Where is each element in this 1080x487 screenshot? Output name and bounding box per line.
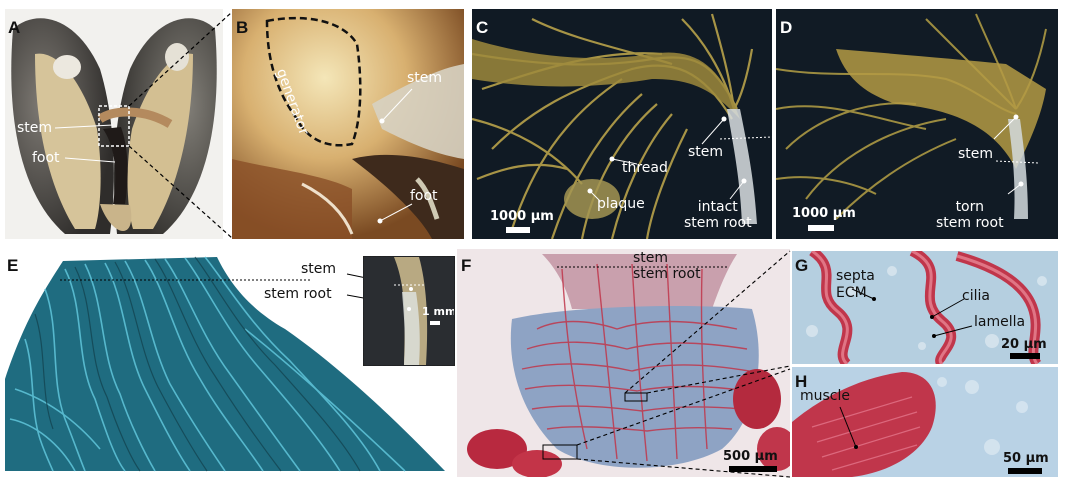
- panel-d-scale-bar: [808, 225, 834, 231]
- panel-f-micrograph: [457, 249, 790, 477]
- panel-h-label-muscle: muscle: [800, 388, 851, 404]
- panel-c-scale-bar-label: 1000 μm: [490, 209, 554, 224]
- panel-g-label-septa: septa: [836, 268, 875, 284]
- panel-g-letter: G: [795, 256, 809, 275]
- panel-h-letter: H: [795, 372, 808, 391]
- panel-a-label-stem: stem: [17, 120, 53, 136]
- panel-b: B generator stem foot: [232, 9, 464, 239]
- panel-c-label-intact-stem-root: intact stem root: [684, 199, 752, 231]
- panel-e-label-stem-root: stem root: [264, 286, 332, 302]
- panel-c-letter: C: [476, 18, 489, 37]
- panel-b-leader-lines: [377, 88, 413, 224]
- panel-h-scale-bar: [1008, 468, 1042, 474]
- panel-f: F stem stem root 500 μm: [457, 249, 790, 477]
- panel-c-label-stem: stem: [688, 144, 724, 160]
- panel-h-micrograph: [792, 367, 1058, 477]
- panel-d: D stem torn stem root 1000 μm: [776, 9, 1058, 239]
- panel-g-label-cilia: cilia: [962, 288, 990, 304]
- panel-g-label-lamella: lamella: [974, 314, 1026, 330]
- panel-b-photo: [232, 9, 464, 239]
- panel-a: A stem foot: [5, 9, 223, 239]
- panel-b-letter: B: [236, 18, 249, 37]
- panel-c-label-plaque: plaque: [597, 196, 645, 212]
- panel-g-micrograph: [792, 251, 1058, 364]
- panel-e-label-stem: stem: [301, 261, 337, 277]
- panel-d-label-torn-stem-root: torn stem root: [936, 199, 1004, 231]
- panel-e: stem stem root E 1 mm: [5, 249, 455, 477]
- panel-f-label-stem: stem: [633, 250, 669, 266]
- panel-e-inset-scale-bar: [430, 321, 440, 325]
- panel-h-scale-bar-label: 50 μm: [1003, 451, 1049, 466]
- panel-a-leader-lines: [54, 124, 116, 163]
- panel-d-label-stem: stem: [958, 146, 994, 162]
- panel-e-inset: 1 mm: [363, 256, 455, 366]
- panel-g-scale-bar: [1010, 353, 1040, 359]
- panel-b-label-foot: foot: [410, 188, 438, 204]
- panel-d-letter: D: [780, 18, 793, 37]
- panel-c-label-thread: thread: [622, 160, 668, 176]
- panel-f-letter: F: [461, 256, 472, 275]
- panel-g: G septa ECM cilia lamella 20 μm: [792, 251, 1058, 364]
- panel-b-label-stem: stem: [407, 70, 443, 86]
- panel-a-label-foot: foot: [32, 150, 60, 166]
- panel-e-render: [5, 256, 445, 472]
- panel-f-scale-bar: [729, 466, 777, 472]
- panel-c-photo: [472, 9, 772, 239]
- panel-e-inset-scale-bar-label: 1 mm: [422, 305, 455, 318]
- panel-f-scale-bar-label: 500 μm: [723, 449, 778, 464]
- panel-c-scale-bar: [506, 227, 530, 233]
- panel-a-letter: A: [8, 18, 21, 37]
- panel-d-photo: [776, 9, 1058, 239]
- panel-g-label-ecm: ECM: [836, 285, 867, 301]
- panel-d-scale-bar-label: 1000 μm: [792, 206, 856, 221]
- panel-e-letter: E: [7, 256, 19, 275]
- panel-g-scale-bar-label: 20 μm: [1001, 337, 1047, 352]
- panel-c: C thread stem plaque intact stem root 10…: [472, 9, 772, 239]
- panel-f-label-stem-root: stem root: [633, 266, 701, 282]
- panel-e-inset-photo: [364, 257, 454, 365]
- panel-h: H muscle 50 μm: [792, 367, 1058, 477]
